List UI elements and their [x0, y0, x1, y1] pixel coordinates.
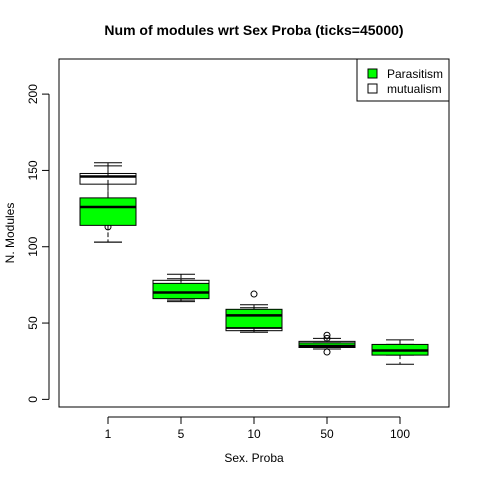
legend-swatch: [367, 68, 378, 79]
box-group: [79, 162, 429, 365]
box-parasitism: [225, 308, 283, 329]
x-tick-label: 5: [178, 427, 185, 441]
legend-box: [356, 58, 450, 102]
y-axis: 0 50 100 150 200: [26, 84, 50, 403]
chart-title: Num of modules wrt Sex Proba (ticks=4500…: [104, 22, 403, 38]
x-tick-label: 100: [390, 427, 410, 441]
box-parasitism: [79, 197, 137, 226]
x-axis-label: Sex. Proba: [224, 451, 284, 465]
legend-label: Parasitism: [387, 67, 443, 81]
legend-swatch: [367, 83, 378, 94]
x-tick-label: 10: [247, 427, 261, 441]
box-parasitism: [152, 282, 210, 300]
y-tick-label: 100: [26, 236, 40, 256]
y-tick-label: 0: [26, 396, 40, 403]
box-outlier: [323, 334, 331, 342]
x-axis: 1 5 10 50 100: [105, 416, 410, 441]
box-outlier: [250, 290, 258, 298]
box-outlier: [323, 331, 331, 339]
y-axis-label: N. Modules: [3, 203, 17, 264]
box-outlier: [323, 348, 331, 356]
legend-label: mutualism: [387, 82, 442, 96]
y-tick-label: 200: [26, 84, 40, 104]
plot-frame: [58, 58, 450, 408]
x-tick-label: 50: [320, 427, 334, 441]
x-tick-label: 1: [105, 427, 112, 441]
y-tick-label: 150: [26, 160, 40, 180]
y-tick-label: 50: [26, 316, 40, 330]
